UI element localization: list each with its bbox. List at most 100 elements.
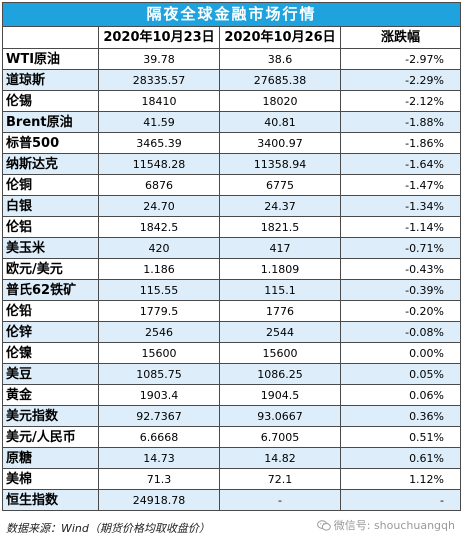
- table-row: 普氏62铁矿 115.55 115.1 -0.39%: [2, 279, 462, 301]
- row-value-2: 115.1: [219, 279, 341, 301]
- row-name: 美豆: [2, 363, 99, 385]
- table-title: 隔夜全球金融市场行情: [1, 2, 462, 27]
- table-row: 美豆 1085.75 1086.25 0.05%: [2, 363, 462, 385]
- table-row: 伦铅 1779.5 1776 -0.20%: [2, 300, 462, 322]
- row-value-1: 39.78: [98, 48, 220, 70]
- table-row: 道琼斯 28335.57 27685.38 -2.29%: [2, 69, 462, 91]
- row-name: 美元/人民币: [2, 426, 99, 448]
- row-value-1: 28335.57: [98, 69, 220, 91]
- row-value-2: 6.7005: [219, 426, 341, 448]
- row-change: 0.36%: [339, 405, 462, 427]
- table-header-row: 2020年10月23日 2020年10月26日 涨跌幅: [2, 26, 462, 49]
- row-change: 1.12%: [339, 468, 462, 490]
- row-value-2: 15600: [219, 342, 341, 364]
- row-change: 0.61%: [339, 447, 462, 469]
- row-name: 伦铜: [2, 174, 99, 196]
- header-change: 涨跌幅: [339, 26, 462, 49]
- row-value-2: 38.6: [219, 48, 341, 70]
- table-row: 伦铝 1842.5 1821.5 -1.14%: [2, 216, 462, 238]
- header-date-1: 2020年10月23日: [98, 26, 220, 49]
- row-change: 0.51%: [339, 426, 462, 448]
- row-change: -1.34%: [339, 195, 462, 217]
- row-value-1: 3465.39: [98, 132, 220, 154]
- data-source-note: 数据来源：Wind（期货价格均取收盘价）: [6, 522, 210, 535]
- row-name: WTI原油: [2, 48, 99, 70]
- header-instrument: [2, 26, 99, 49]
- row-value-1: 11548.28: [98, 153, 220, 175]
- row-name: 伦锌: [2, 321, 99, 343]
- row-name: 普氏62铁矿: [2, 279, 99, 301]
- row-name: 标普500: [2, 132, 99, 154]
- row-change: -1.88%: [339, 111, 462, 133]
- row-change: 0.06%: [339, 384, 462, 406]
- row-value-2: 72.1: [219, 468, 341, 490]
- table-row: Brent原油 41.59 40.81 -1.88%: [2, 111, 462, 133]
- row-value-1: 115.55: [98, 279, 220, 301]
- header-date-2: 2020年10月26日: [219, 26, 341, 49]
- row-name: 伦锡: [2, 90, 99, 112]
- row-value-2: 40.81: [219, 111, 341, 133]
- row-value-1: 14.73: [98, 447, 220, 469]
- row-value-1: 71.3: [98, 468, 220, 490]
- row-value-1: 41.59: [98, 111, 220, 133]
- row-name: 美玉米: [2, 237, 99, 259]
- table-row: 美元指数 92.7367 93.0667 0.36%: [2, 405, 462, 427]
- table-body: WTI原油 39.78 38.6 -2.97% 道琼斯 28335.57 27685.38-…: [2, 48, 462, 511]
- row-value-1: 420: [98, 237, 220, 259]
- row-value-2: 1821.5: [219, 216, 341, 238]
- row-value-2: 93.0667: [219, 405, 341, 427]
- row-value-1: 1.186: [98, 258, 220, 280]
- row-change: -1.47%: [339, 174, 462, 196]
- row-name: 伦铝: [2, 216, 99, 238]
- row-name: 恒生指数: [2, 489, 99, 511]
- table-row: 白银 24.70 24.37 -1.34%: [2, 195, 462, 217]
- watermark: 微信号: shouchuangqh: [316, 517, 455, 533]
- row-change: -0.71%: [339, 237, 462, 259]
- table-row: 恒生指数 24918.78- -: [2, 489, 462, 511]
- row-value-2: 1086.25: [219, 363, 341, 385]
- row-name: 伦镍: [2, 342, 99, 364]
- table-row: 标普500 3465.39 3400.97 -1.86%: [2, 132, 462, 154]
- table-row: 伦镍 15600 15600 0.00%: [2, 342, 462, 364]
- table-row: 黄金 1903.4 1904.5 0.06%: [2, 384, 462, 406]
- row-value-1: 6876: [98, 174, 220, 196]
- row-value-2: 3400.97: [219, 132, 341, 154]
- row-name: 美元指数: [2, 405, 99, 427]
- row-name: 美棉: [2, 468, 99, 490]
- row-change: 0.05%: [339, 363, 462, 385]
- row-value-1: 1903.4: [98, 384, 220, 406]
- row-name: 伦铅: [2, 300, 99, 322]
- row-value-1: 92.7367: [98, 405, 220, 427]
- row-value-1: 1085.75: [98, 363, 220, 385]
- row-value-2: 27685.38: [219, 69, 341, 91]
- row-name: 纳斯达克: [2, 153, 99, 175]
- row-name: 原糖: [2, 447, 99, 469]
- row-change: -0.20%: [339, 300, 462, 322]
- row-value-1: 18410: [98, 90, 220, 112]
- watermark-text: 微信号: shouchuangqh: [333, 519, 455, 532]
- row-change: -0.43%: [339, 258, 462, 280]
- row-value-1: 1842.5: [98, 216, 220, 238]
- row-value-2: 24.37: [219, 195, 341, 217]
- table-row: 欧元/美元 1.186 1.1809 -0.43%: [2, 258, 462, 280]
- table-title-row: 隔夜全球金融市场行情: [1, 2, 462, 27]
- row-value-1: 1779.5: [98, 300, 220, 322]
- table-row: 美元/人民币 6.6668 6.7005 0.51%: [2, 426, 462, 448]
- row-change: -2.12%: [339, 90, 462, 112]
- row-name: 白银: [2, 195, 99, 217]
- row-value-2: 417: [219, 237, 341, 259]
- row-name: 欧元/美元: [2, 258, 99, 280]
- row-change: -2.29%: [339, 69, 462, 91]
- row-change: 0.00%: [339, 342, 462, 364]
- row-value-1: 24918.78: [98, 489, 220, 511]
- table-row: WTI原油 39.78 38.6 -2.97%: [2, 48, 462, 70]
- row-value-1: 6.6668: [98, 426, 220, 448]
- table-row: 美棉 71.3 72.1 1.12%: [2, 468, 462, 490]
- row-value-1: 2546: [98, 321, 220, 343]
- wechat-icon: [316, 519, 331, 531]
- row-change: -1.64%: [339, 153, 462, 175]
- table-row: 纳斯达克 11548.28 11358.94 -1.64%: [2, 153, 462, 175]
- row-value-2: 14.82: [219, 447, 341, 469]
- market-table: 隔夜全球金融市场行情 2020年10月23日 2020年10月26日 涨跌幅 W…: [1, 2, 462, 511]
